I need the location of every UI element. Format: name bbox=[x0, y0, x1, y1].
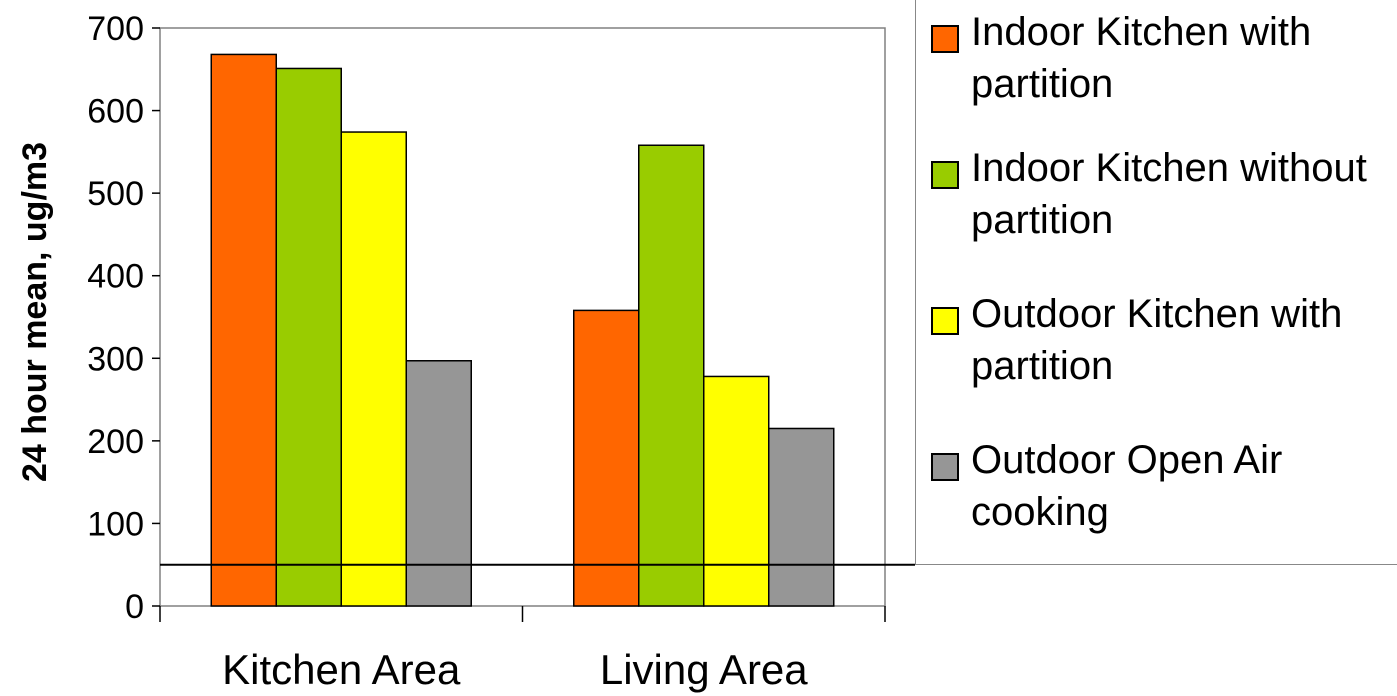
legend-item-indoor-with-partition: Indoor Kitchen with partition bbox=[931, 6, 1391, 110]
legend-item-outdoor-open-air: Outdoor Open Air cooking bbox=[931, 434, 1391, 538]
bar bbox=[340, 131, 407, 607]
y-tick-label: 200 bbox=[87, 423, 144, 461]
bar bbox=[573, 309, 640, 607]
legend-item-outdoor-with-partition: Outdoor Kitchen with partition bbox=[931, 288, 1391, 392]
x-tick-label: Living Area bbox=[600, 646, 808, 693]
y-tick-label: 500 bbox=[87, 175, 144, 213]
legend-item-indoor-without-partition: Indoor Kitchen without partition bbox=[931, 142, 1391, 246]
y-tick-label: 700 bbox=[87, 10, 144, 48]
bar bbox=[405, 360, 472, 607]
bar bbox=[275, 67, 342, 607]
x-axis-ticks: Kitchen Area Living Area bbox=[159, 606, 886, 693]
legend-label: Outdoor Kitchen with partition bbox=[971, 292, 1343, 388]
legend-label: Indoor Kitchen with partition bbox=[971, 10, 1312, 106]
legend-swatch bbox=[931, 453, 959, 481]
y-tick-label: 400 bbox=[87, 258, 144, 296]
bar bbox=[703, 375, 770, 607]
y-axis-label: 24 hour mean, ug/m3 bbox=[16, 142, 54, 482]
bar bbox=[638, 144, 705, 607]
y-tick-label: 600 bbox=[87, 93, 144, 131]
y-tick-label: 300 bbox=[87, 340, 144, 378]
legend-swatch bbox=[931, 161, 959, 189]
legend-label: Indoor Kitchen without partition bbox=[971, 146, 1367, 242]
x-tick-label: Kitchen Area bbox=[222, 646, 461, 693]
legend-swatch bbox=[931, 307, 959, 335]
y-axis-ticks: 0 100 200 300 400 500 600 700 bbox=[87, 10, 160, 626]
bar bbox=[768, 427, 835, 607]
y-tick-label: 100 bbox=[87, 505, 144, 543]
legend: Indoor Kitchen with partition Indoor Kitc… bbox=[915, 0, 1397, 565]
bar bbox=[210, 53, 277, 607]
legend-label: Outdoor Open Air cooking bbox=[971, 438, 1283, 534]
bars-group bbox=[210, 53, 835, 607]
legend-swatch bbox=[931, 25, 959, 53]
y-tick-label: 0 bbox=[125, 588, 144, 626]
